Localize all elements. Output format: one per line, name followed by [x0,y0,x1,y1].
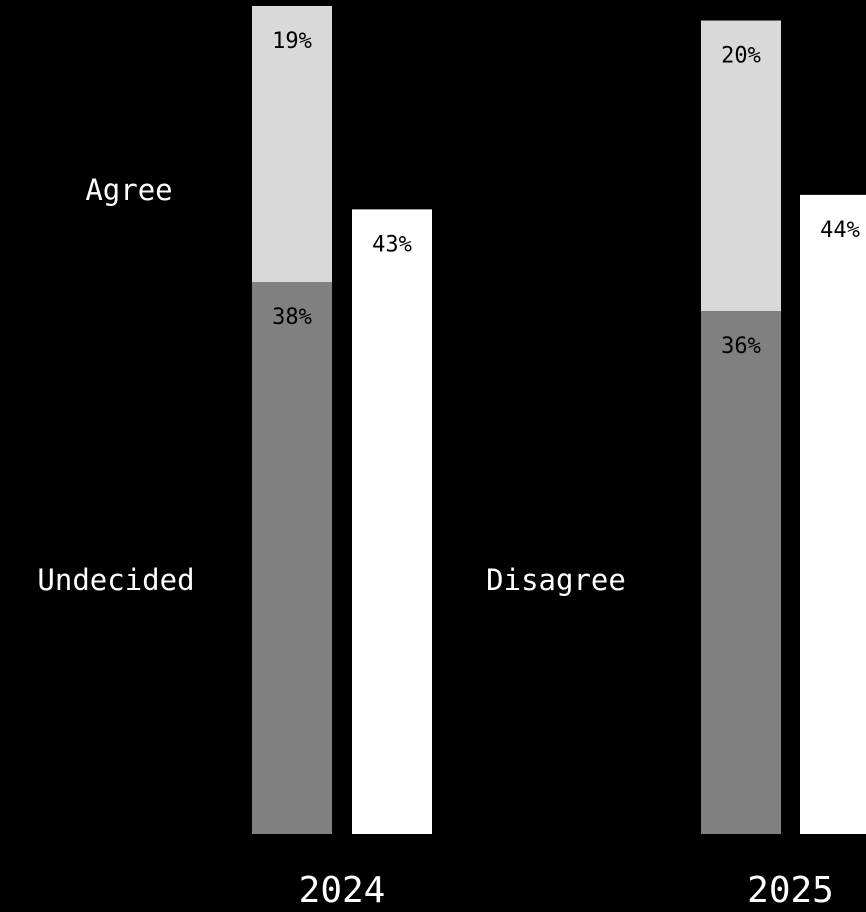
data-label-agree-2024: 19% [272,29,312,54]
data-label-undecided-2025: 36% [721,334,761,359]
data-label-disagree-2025: 44% [820,218,860,243]
bar-agree-2024 [252,6,332,282]
data-label-disagree-2024: 43% [372,232,412,257]
category-label-2025: 2025 [747,870,834,911]
data-label-agree-2025: 20% [721,44,761,69]
legend-label-undecided: Undecided [37,563,194,597]
bar-disagree-2025 [800,194,866,834]
legend-label-agree: Agree [85,173,172,207]
bar-undecided-2024 [252,282,332,834]
bar-agree-2025 [701,20,781,312]
bar-disagree-2024 [352,209,432,835]
category-label-2024: 2024 [299,870,386,911]
legend-label-disagree: Disagree [486,563,626,597]
bar-undecided-2025 [701,311,781,835]
data-label-undecided-2024: 38% [272,305,312,330]
